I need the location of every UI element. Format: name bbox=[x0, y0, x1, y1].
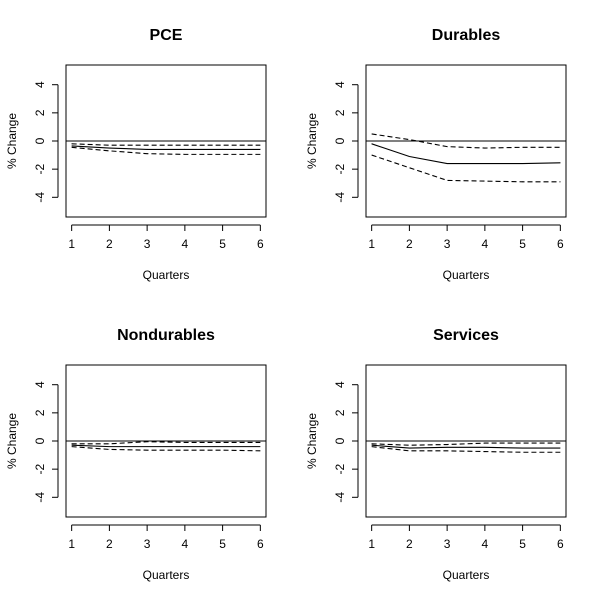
durables-x-tick-label-4: 4 bbox=[482, 237, 489, 251]
pce-x-tick-label-1: 1 bbox=[68, 237, 75, 251]
nondurables-x-tick-label-2: 2 bbox=[106, 537, 113, 551]
nondurables-y-axis-label: % Change bbox=[5, 413, 19, 469]
pce-y-axis-label: % Change bbox=[5, 113, 19, 169]
durables-x-tick-label-2: 2 bbox=[406, 237, 413, 251]
pce-y-tick-label--4: -4 bbox=[33, 192, 47, 203]
pce-title: PCE bbox=[150, 27, 183, 44]
pce-x-tick-label-4: 4 bbox=[182, 237, 189, 251]
durables-lower-band-line bbox=[372, 155, 561, 182]
nondurables-irf-line bbox=[72, 445, 261, 446]
services-x-axis-label: Quarters bbox=[443, 568, 490, 582]
services-y-tick-label-0: 0 bbox=[333, 437, 347, 444]
pce-x-tick-label-3: 3 bbox=[144, 237, 151, 251]
pce-upper-band-line bbox=[72, 144, 261, 145]
services-y-tick-label-2: 2 bbox=[333, 409, 347, 416]
durables-title: Durables bbox=[432, 27, 501, 44]
nondurables-lower-band-line bbox=[72, 447, 261, 451]
nondurables-x-tick-label-4: 4 bbox=[182, 537, 189, 551]
nondurables-y-tick-label-2: 2 bbox=[33, 409, 47, 416]
pce-y-tick-label-2: 2 bbox=[33, 109, 47, 116]
durables-y-tick-label-2: 2 bbox=[333, 109, 347, 116]
nondurables-upper-band-line bbox=[72, 442, 261, 444]
services-y-tick-label--2: -2 bbox=[333, 463, 347, 474]
durables-x-tick-label-5: 5 bbox=[519, 237, 526, 251]
nondurables-x-tick-label-3: 3 bbox=[144, 537, 151, 551]
pce-y-tick-label-0: 0 bbox=[33, 137, 47, 144]
pce-y-tick-label-4: 4 bbox=[33, 81, 47, 88]
services-x-tick-label-1: 1 bbox=[368, 537, 375, 551]
durables-x-axis-label: Quarters bbox=[443, 268, 490, 282]
durables-y-axis-label: % Change bbox=[305, 113, 319, 169]
pce-x-axis-label: Quarters bbox=[143, 268, 190, 282]
services-y-tick-label-4: 4 bbox=[333, 381, 347, 388]
durables-y-tick-label-0: 0 bbox=[333, 137, 347, 144]
services-x-tick-label-5: 5 bbox=[519, 537, 526, 551]
services-y-tick-label--4: -4 bbox=[333, 492, 347, 503]
nondurables-x-tick-label-5: 5 bbox=[219, 537, 226, 551]
durables-irf-line bbox=[372, 144, 561, 164]
pce-x-tick-label-5: 5 bbox=[219, 237, 226, 251]
durables-x-tick-label-1: 1 bbox=[368, 237, 375, 251]
services-irf-line bbox=[372, 445, 561, 448]
nondurables-y-tick-label--4: -4 bbox=[33, 492, 47, 503]
services-y-axis-label: % Change bbox=[305, 413, 319, 469]
services-upper-band-line bbox=[372, 443, 561, 445]
services-x-tick-label-4: 4 bbox=[482, 537, 489, 551]
pce-x-tick-label-6: 6 bbox=[257, 237, 264, 251]
durables-x-tick-label-6: 6 bbox=[557, 237, 564, 251]
pce-y-tick-label--2: -2 bbox=[33, 163, 47, 174]
nondurables-y-tick-label-4: 4 bbox=[33, 381, 47, 388]
nondurables-x-axis-label: Quarters bbox=[143, 568, 190, 582]
durables-y-tick-label--4: -4 bbox=[333, 192, 347, 203]
pce-x-tick-label-2: 2 bbox=[106, 237, 113, 251]
services-x-tick-label-2: 2 bbox=[406, 537, 413, 551]
services-title: Services bbox=[433, 327, 499, 344]
nondurables-title: Nondurables bbox=[117, 327, 215, 344]
nondurables-x-tick-label-6: 6 bbox=[257, 537, 264, 551]
services-x-tick-label-3: 3 bbox=[444, 537, 451, 551]
nondurables-y-tick-label-0: 0 bbox=[33, 437, 47, 444]
pce-lower-band-line bbox=[72, 147, 261, 154]
pce-irf-line bbox=[72, 146, 261, 150]
nondurables-y-tick-label--2: -2 bbox=[33, 463, 47, 474]
durables-x-tick-label-3: 3 bbox=[444, 237, 451, 251]
services-x-tick-label-6: 6 bbox=[557, 537, 564, 551]
durables-y-tick-label-4: 4 bbox=[333, 81, 347, 88]
nondurables-x-tick-label-1: 1 bbox=[68, 537, 75, 551]
durables-y-tick-label--2: -2 bbox=[333, 163, 347, 174]
